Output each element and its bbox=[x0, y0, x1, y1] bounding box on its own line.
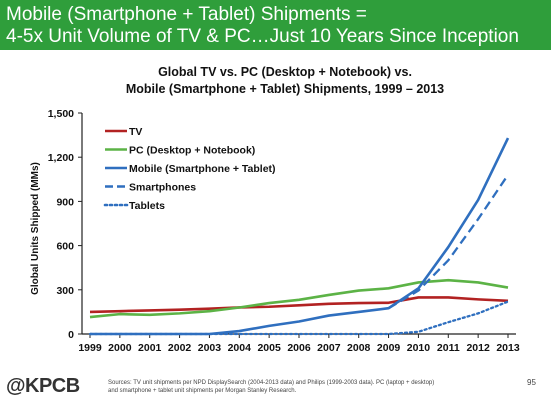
x-tick-label: 2013 bbox=[496, 342, 520, 354]
source-note: Sources: TV unit shipments per NPD Displ… bbox=[108, 380, 435, 394]
series-line-tablets bbox=[88, 300, 510, 336]
page-number: 95 bbox=[527, 378, 536, 387]
y-tick-label: 1,200 bbox=[48, 152, 74, 164]
legend-label: Mobile (Smartphone + Tablet) bbox=[129, 163, 276, 175]
x-tick-label: 1999 bbox=[78, 342, 102, 354]
y-tick-label: 900 bbox=[56, 196, 74, 208]
x-tick-label: 2003 bbox=[198, 342, 222, 354]
x-tick-label: 2011 bbox=[437, 342, 460, 354]
chart-title-line1: Global TV vs. PC (Desktop + Notebook) vs… bbox=[158, 65, 412, 79]
kpcb-logo: @KPCB bbox=[6, 375, 80, 397]
x-tick-label: 2002 bbox=[168, 342, 192, 354]
legend-label: TV bbox=[129, 126, 142, 138]
x-tick-label: 2012 bbox=[466, 342, 490, 354]
legend-label: Smartphones bbox=[129, 182, 196, 194]
legend-label: PC (Desktop + Notebook) bbox=[129, 145, 255, 157]
x-tick-label: 2004 bbox=[228, 342, 252, 354]
y-tick-label: 600 bbox=[56, 241, 74, 253]
y-tick-label: 0 bbox=[68, 329, 74, 341]
y-tick-label: 300 bbox=[56, 285, 74, 297]
x-tick-label: 2008 bbox=[347, 342, 371, 354]
x-tick-label: 2005 bbox=[257, 342, 281, 354]
x-tick-label: 2006 bbox=[287, 342, 311, 354]
y-axis-label: Global Units Shipped (MMs) bbox=[30, 162, 41, 295]
chart-title-line2: Mobile (Smartphone + Tablet) Shipments, … bbox=[125, 82, 445, 96]
series-line-tv bbox=[89, 296, 509, 314]
x-tick-label: 2000 bbox=[108, 342, 132, 354]
slide-title-line1: Mobile (Smartphone + Tablet) Shipments = bbox=[6, 4, 367, 25]
slide-title-line2: 4-5x Unit Volume of TV & PC…Just 10 Year… bbox=[6, 26, 519, 47]
x-tick-label: 2007 bbox=[317, 342, 341, 354]
legend-label: Tablets bbox=[129, 200, 165, 212]
y-tick-label: 1,500 bbox=[48, 108, 74, 120]
x-tick-label: 2010 bbox=[407, 342, 431, 354]
series-line-pc-desktop-notebook bbox=[89, 278, 509, 319]
series-line-smartphones bbox=[387, 174, 509, 310]
x-tick-label: 2001 bbox=[138, 342, 162, 354]
header-banner: Mobile (Smartphone + Tablet) Shipments =… bbox=[0, 0, 551, 50]
x-tick-label: 2009 bbox=[377, 342, 401, 354]
